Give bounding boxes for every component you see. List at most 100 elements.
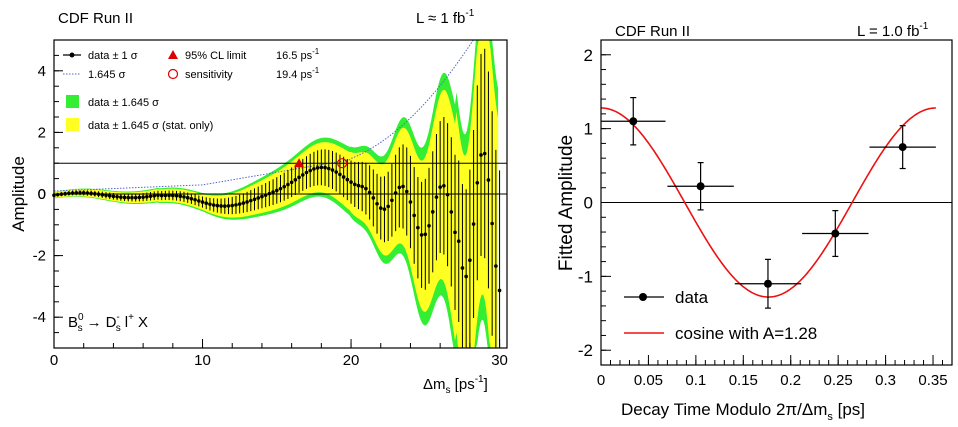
left-header-left: CDF Run II <box>58 10 133 27</box>
data-point <box>338 154 342 195</box>
data-point <box>334 152 338 192</box>
data-point <box>434 133 439 261</box>
data-point <box>67 191 71 196</box>
data-point <box>215 198 220 213</box>
right-ticks: 0 0.05 0.1 0.15 0.2 0.25 0.3 0.35 -2 -1 0 1 2 <box>578 46 948 389</box>
legend-data-marker <box>639 293 647 301</box>
data-point <box>163 190 168 201</box>
data-point <box>341 156 346 198</box>
data-point <box>460 184 465 348</box>
data-point <box>330 150 335 190</box>
legend-band-total-swatch <box>66 95 79 108</box>
data-point <box>182 191 186 202</box>
data-point <box>412 166 416 264</box>
data-point <box>456 160 461 322</box>
data-point <box>408 155 413 249</box>
data-point <box>141 193 145 202</box>
data-point <box>438 121 442 253</box>
left-ylabel: Amplitude <box>9 156 28 232</box>
data-point <box>371 169 376 227</box>
data-point <box>260 184 264 209</box>
x-tick-label: 30 <box>491 352 508 369</box>
left-legend: data ± 1 σ 1.645 σ 95% CL limit 16.5 ps-… <box>63 47 320 132</box>
data-point <box>802 210 869 258</box>
data-point <box>601 97 666 146</box>
data-point <box>156 190 160 200</box>
data-point <box>416 177 420 279</box>
data-point <box>468 169 472 348</box>
right-ylabel: Fitted Amplitude <box>556 135 577 271</box>
data-point <box>482 48 487 259</box>
legend-sensitivity-marker <box>167 68 179 80</box>
data-point <box>107 192 112 200</box>
data-point <box>89 190 93 197</box>
data-point <box>178 191 183 202</box>
legend-band-stat-swatch <box>66 118 79 131</box>
data-point <box>193 194 197 206</box>
y-tick-label: 0 <box>38 186 46 203</box>
data-point <box>471 130 476 318</box>
x-tick-label: 0.1 <box>685 372 706 389</box>
data-point <box>96 191 101 198</box>
data-point <box>189 193 194 204</box>
data-point <box>263 183 268 208</box>
x-tick-label: 0 <box>597 372 605 389</box>
x-tick-label: 10 <box>194 352 211 369</box>
data-point <box>423 178 428 290</box>
data-point <box>256 186 261 210</box>
data-point <box>734 258 802 309</box>
data-point <box>286 170 290 199</box>
x-tick-label: 0 <box>50 352 58 369</box>
x-tick-label: 0.05 <box>634 372 663 389</box>
data-point <box>442 117 446 255</box>
data-point <box>475 85 480 281</box>
data-point <box>364 162 368 215</box>
data-point <box>148 192 153 201</box>
data-point <box>278 175 283 203</box>
data-point <box>152 191 157 201</box>
x-tick-label: 0.3 <box>875 372 896 389</box>
x-tick-label: 0.15 <box>729 372 758 389</box>
sigma-1645-line <box>53 39 499 192</box>
data-point <box>63 191 67 196</box>
data-point <box>326 149 331 188</box>
data-point <box>356 162 361 210</box>
data-point <box>397 147 402 228</box>
data-point <box>200 196 205 208</box>
data-point <box>430 151 435 273</box>
legend-sensitivity-label: sensitivity <box>185 69 233 81</box>
data-point <box>126 193 131 202</box>
data-point <box>241 193 246 213</box>
data-point <box>167 190 171 201</box>
data-point <box>494 149 498 348</box>
left-xlabel: Δms [ps-1] <box>423 374 488 396</box>
data-point <box>230 196 235 215</box>
data-point <box>497 170 502 348</box>
data-point <box>78 190 82 196</box>
right-legend: data cosine with A=1.28 <box>624 288 817 343</box>
data-point <box>226 197 231 215</box>
right-data-points <box>601 97 936 309</box>
data-point <box>352 161 357 207</box>
y-tick-label: 2 <box>38 124 46 141</box>
data-point <box>282 172 287 201</box>
data-point <box>185 192 190 203</box>
data-point <box>304 156 309 189</box>
data-point <box>211 198 216 212</box>
left-sigma-line <box>53 39 499 192</box>
data-point <box>81 190 86 196</box>
data-point <box>130 193 134 202</box>
data-point <box>378 176 383 240</box>
y-tick-label: 1 <box>584 120 593 139</box>
data-point <box>115 193 119 201</box>
data-point <box>271 179 275 205</box>
x-tick-label: 0.2 <box>780 372 801 389</box>
left-markers <box>294 158 348 169</box>
data-point <box>174 190 179 201</box>
data-point <box>219 198 223 214</box>
data-point <box>293 164 298 195</box>
data-point <box>386 171 390 242</box>
data-point <box>237 194 242 214</box>
data-point <box>390 163 394 237</box>
